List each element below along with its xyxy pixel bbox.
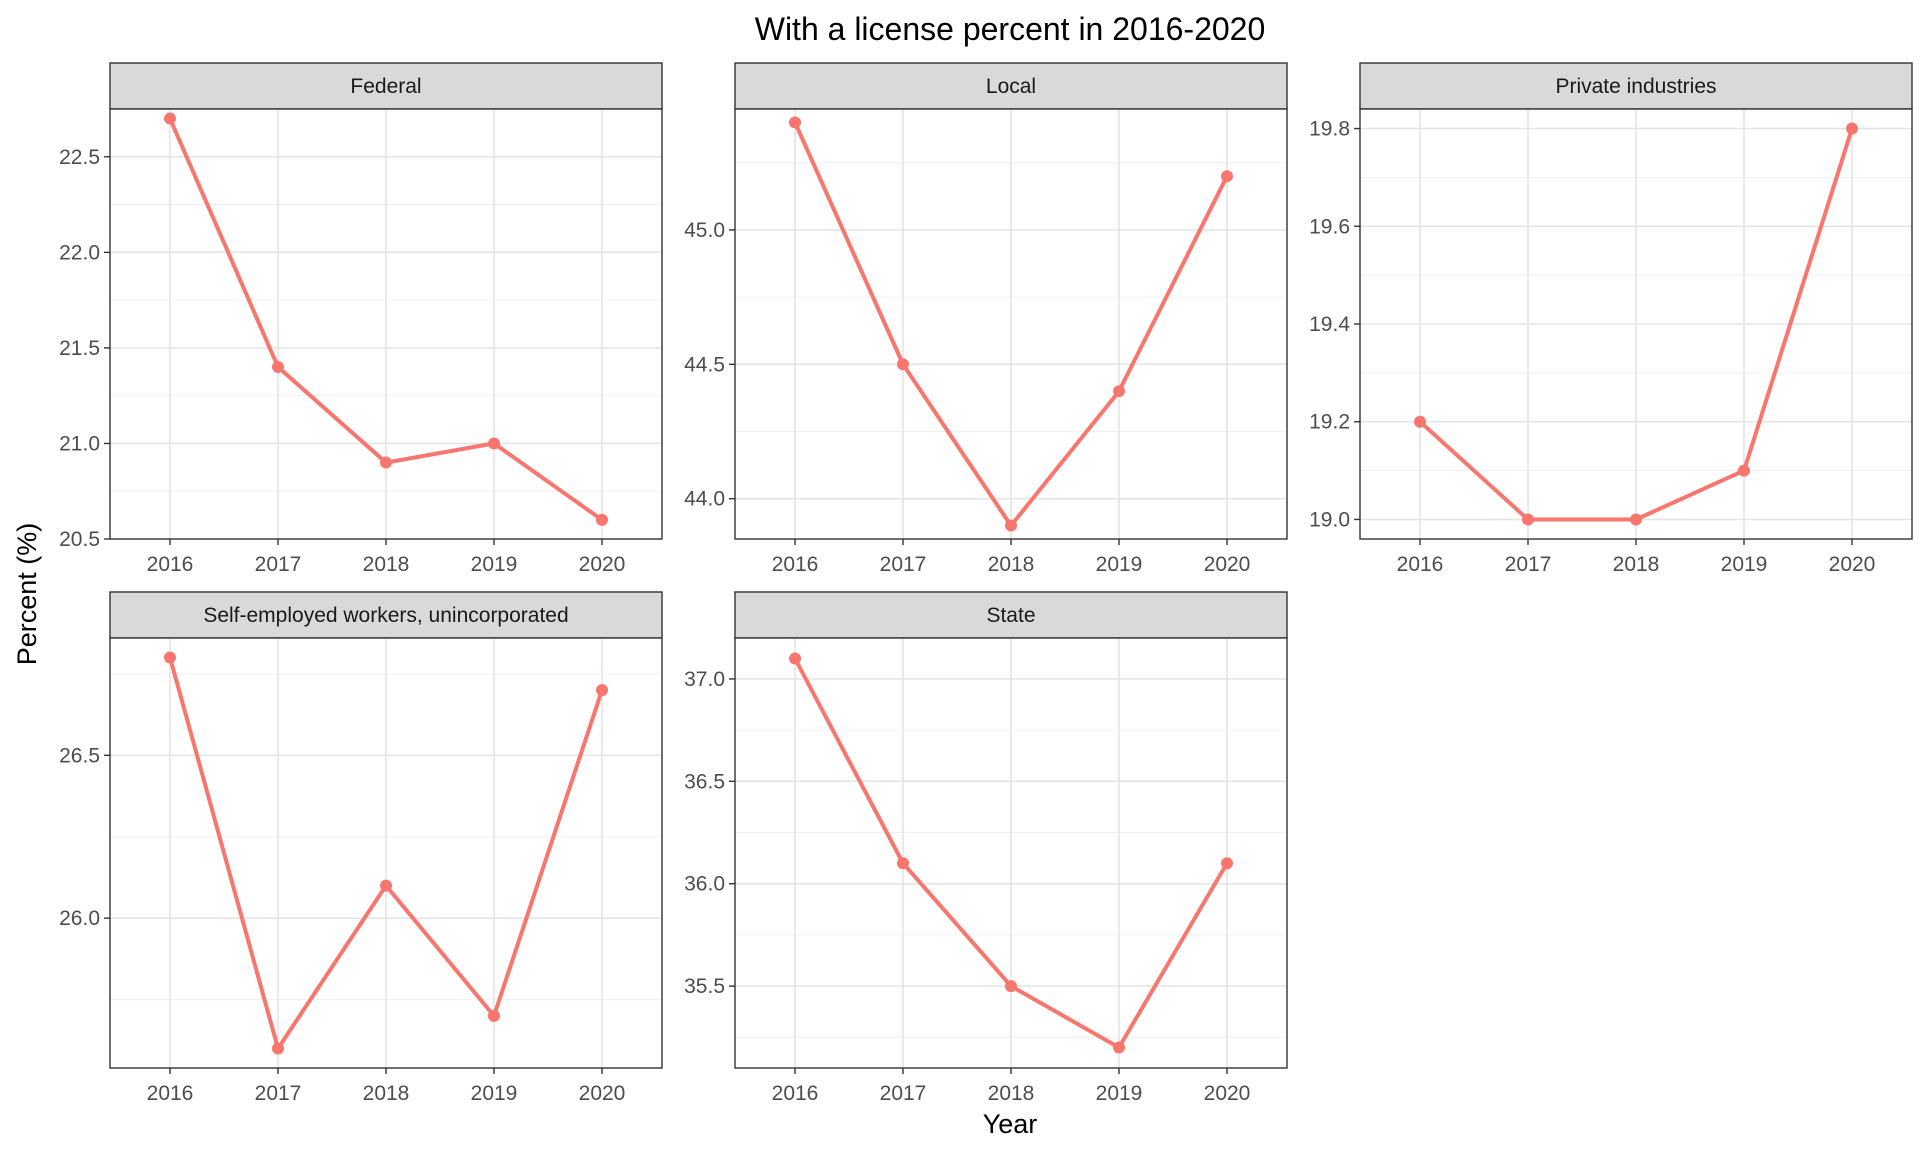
data-point (1522, 513, 1534, 526)
data-point (1005, 980, 1017, 993)
x-tick-label: 2018 (988, 553, 1035, 576)
x-tick-label: 2017 (880, 553, 927, 576)
x-tick-label: 2019 (1096, 1082, 1143, 1105)
data-point (164, 651, 176, 664)
y-tick-label: 21.0 (59, 432, 100, 455)
facet-panels: Federal 20.5 21.0 21.5 22.0 22.5 2016 2017 2018 2… (59, 62, 1913, 1105)
data-point (596, 513, 608, 526)
data-point (596, 684, 608, 697)
y-tick-label: 26.0 (59, 907, 100, 930)
x-tick-label: 2020 (1829, 553, 1876, 576)
y-tick-label: 19.0 (1309, 508, 1350, 531)
x-tick-label: 2018 (363, 553, 410, 576)
y-tick-label: 44.5 (684, 353, 725, 376)
data-point (897, 358, 909, 371)
data-point (1113, 385, 1125, 398)
data-point (272, 361, 284, 373)
y-tick-label: 20.5 (59, 528, 100, 551)
data-point (789, 652, 801, 665)
data-point (1846, 122, 1858, 135)
x-tick-label: 2017 (1505, 553, 1552, 576)
facet-panel: State 35.5 36.0 36.5 37.0 2016 2017 2018 2019 202… (684, 591, 1288, 1105)
x-tick-label: 2017 (255, 553, 302, 576)
x-tick-label: 2019 (471, 1082, 518, 1105)
y-tick-label: 19.4 (1309, 313, 1350, 336)
data-point (272, 1042, 284, 1055)
facet-strip-label: Federal (350, 75, 421, 98)
data-point (488, 437, 500, 450)
data-point (1738, 464, 1750, 477)
y-tick-label: 19.6 (1309, 215, 1350, 238)
y-tick-label: 37.0 (684, 668, 725, 691)
data-point (1005, 519, 1017, 532)
x-tick-label: 2019 (471, 553, 518, 576)
data-point (380, 456, 392, 469)
facet-panel: Self-employed workers, unincorporated 26.… (59, 591, 663, 1105)
x-axis-title: Year (983, 1109, 1038, 1139)
x-tick-label: 2016 (147, 553, 194, 576)
facet-panel: Private industries 19.0 19.2 19.4 19.6 19.8 20… (1309, 62, 1913, 576)
data-point (1630, 513, 1642, 526)
y-tick-label: 44.0 (684, 488, 725, 511)
facet-strip (109, 62, 663, 110)
x-tick-label: 2018 (988, 1082, 1035, 1105)
x-tick-label: 2019 (1721, 553, 1768, 576)
x-tick-label: 2016 (772, 553, 819, 576)
facet-panel: Federal 20.5 21.0 21.5 22.0 22.5 2016 2017 2018 2… (59, 62, 663, 576)
y-tick-label: 21.5 (59, 337, 100, 360)
y-tick-label: 36.5 (684, 770, 725, 793)
y-tick-label: 22.0 (59, 241, 100, 264)
y-tick-label: 35.5 (684, 975, 725, 998)
x-tick-label: 2016 (772, 1082, 819, 1105)
x-tick-label: 2018 (1613, 553, 1660, 576)
y-tick-label: 26.5 (59, 744, 100, 767)
data-point (1221, 857, 1233, 870)
y-tick-label: 36.0 (684, 873, 725, 896)
x-tick-label: 2020 (1204, 553, 1251, 576)
y-tick-label: 19.8 (1309, 118, 1350, 141)
data-point (380, 879, 392, 892)
x-tick-label: 2019 (1096, 553, 1143, 576)
data-point (164, 112, 176, 125)
x-tick-label: 2018 (363, 1082, 410, 1105)
chart-title: With a license percent in 2016-2020 (755, 11, 1266, 47)
facet-strip-label: State (986, 604, 1035, 627)
facet-strip (734, 591, 1288, 639)
facet-strip (1359, 62, 1913, 110)
facet-strip (109, 591, 663, 639)
y-tick-label: 19.2 (1309, 411, 1350, 434)
data-point (488, 1009, 500, 1022)
x-tick-label: 2017 (255, 1082, 302, 1105)
data-point (1414, 415, 1426, 428)
facet-strip-label: Local (986, 75, 1036, 98)
x-tick-label: 2020 (579, 553, 626, 576)
data-point (1221, 170, 1233, 183)
x-tick-label: 2016 (1397, 553, 1444, 576)
x-tick-label: 2020 (579, 1082, 626, 1105)
facet-strip-label: Self-employed workers, unincorporated (203, 604, 568, 627)
y-tick-label: 22.5 (59, 146, 100, 169)
data-point (1113, 1041, 1125, 1054)
data-point (897, 857, 909, 870)
y-tick-label: 45.0 (684, 219, 725, 242)
x-tick-label: 2016 (147, 1082, 194, 1105)
data-point (789, 116, 801, 129)
facet-strip-label: Private industries (1555, 75, 1716, 98)
x-tick-label: 2017 (880, 1082, 927, 1105)
x-tick-label: 2020 (1204, 1082, 1251, 1105)
facet-panel: Local 44.0 44.5 45.0 2016 2017 2018 2019 2020 (684, 62, 1288, 576)
y-axis-title: Percent (%) (12, 523, 42, 666)
